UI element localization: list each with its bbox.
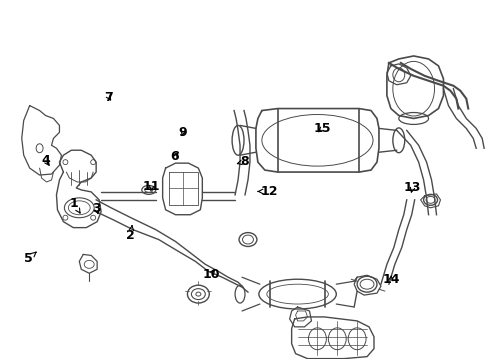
Text: 1: 1	[70, 197, 80, 213]
Text: 6: 6	[170, 150, 179, 163]
Text: 12: 12	[258, 185, 278, 198]
Text: 13: 13	[404, 181, 421, 194]
Text: 5: 5	[24, 252, 36, 265]
Text: 7: 7	[104, 91, 113, 104]
Text: 15: 15	[314, 122, 332, 135]
Text: 8: 8	[237, 155, 249, 168]
Text: 14: 14	[382, 273, 400, 286]
Text: 11: 11	[143, 180, 160, 193]
Text: 4: 4	[41, 154, 50, 167]
Text: 3: 3	[93, 202, 101, 215]
Text: 2: 2	[126, 226, 135, 242]
Text: 9: 9	[178, 126, 187, 139]
Text: 10: 10	[202, 268, 220, 281]
